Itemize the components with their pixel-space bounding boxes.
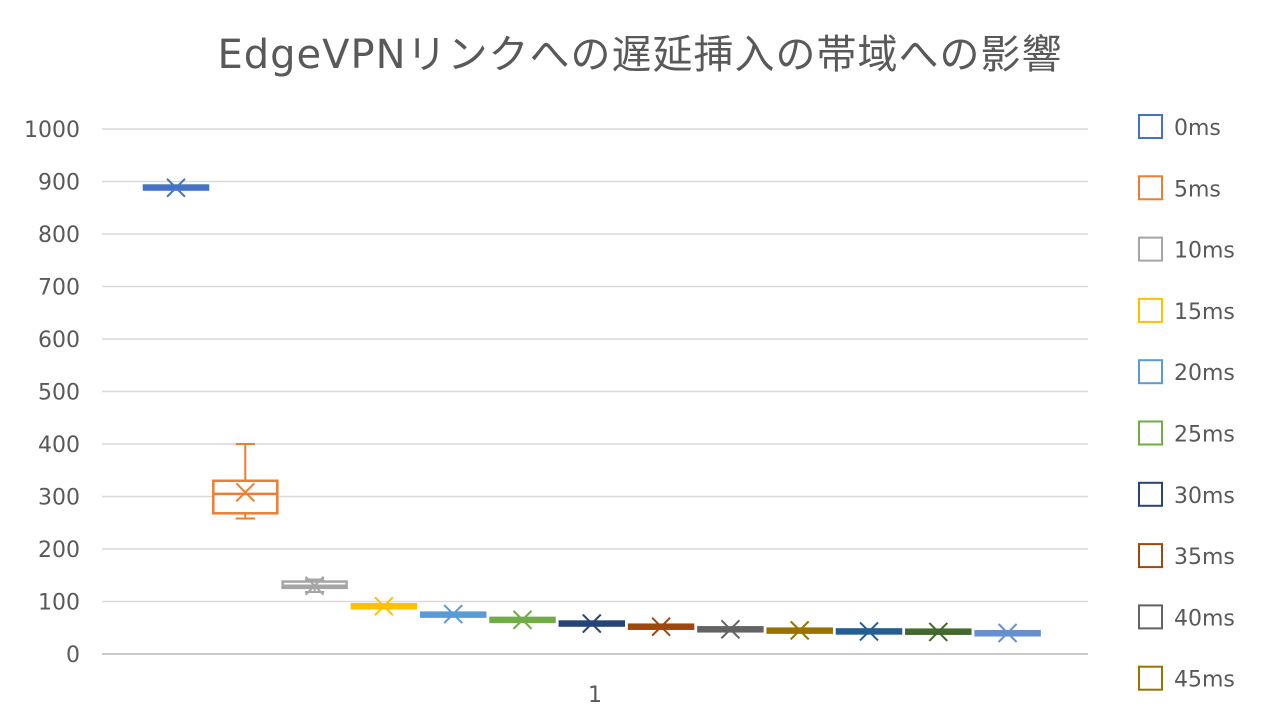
legend-swatch bbox=[1138, 420, 1163, 446]
y-tick-label: 500 bbox=[38, 381, 80, 406]
mean-marker bbox=[651, 616, 671, 637]
legend-swatch bbox=[1138, 665, 1163, 691]
legend-swatch bbox=[1138, 604, 1163, 630]
legend-swatch bbox=[1138, 359, 1163, 385]
mean-marker bbox=[235, 482, 256, 503]
legend-label: 5ms bbox=[1174, 177, 1221, 202]
legend-label: 40ms bbox=[1174, 606, 1235, 631]
y-tick-label: 700 bbox=[38, 276, 80, 301]
legend-swatch bbox=[1138, 543, 1163, 569]
y-tick-label: 600 bbox=[38, 328, 80, 353]
legend-swatch bbox=[1138, 114, 1163, 139]
legend-label: 35ms bbox=[1174, 545, 1235, 570]
y-tick-label: 0 bbox=[66, 643, 80, 668]
mean-marker bbox=[928, 622, 949, 642]
y-tick-label: 300 bbox=[38, 486, 80, 511]
y-tick-label: 900 bbox=[38, 171, 80, 196]
legend-swatch bbox=[1138, 175, 1163, 201]
mean-marker bbox=[443, 604, 463, 624]
legend-label: 15ms bbox=[1174, 300, 1235, 325]
legend-label: 10ms bbox=[1174, 239, 1235, 264]
y-tick-label: 1000 bbox=[24, 118, 80, 143]
mean-marker bbox=[997, 623, 1018, 643]
mean-marker bbox=[512, 610, 533, 630]
box bbox=[212, 479, 279, 515]
y-tick-label: 200 bbox=[38, 538, 80, 563]
mean-marker bbox=[374, 596, 394, 616]
chart-title: EdgeVPNリンクへの遅延挿入の帯域への影響 bbox=[217, 32, 1063, 78]
mean-marker bbox=[582, 613, 602, 634]
legend-swatch bbox=[1138, 481, 1163, 507]
mean-marker bbox=[304, 576, 325, 596]
mean-marker bbox=[789, 620, 810, 641]
legend-label: 30ms bbox=[1174, 484, 1235, 509]
legend-swatch bbox=[1138, 236, 1163, 262]
mean-marker bbox=[720, 619, 741, 640]
legend-swatch bbox=[1138, 297, 1163, 323]
y-tick-label: 100 bbox=[38, 591, 80, 616]
x-tick-label: 1 bbox=[588, 683, 602, 708]
legend-label: 0ms bbox=[1174, 116, 1221, 141]
mean-marker bbox=[859, 621, 879, 642]
y-tick-label: 800 bbox=[38, 223, 80, 248]
legend-label: 25ms bbox=[1174, 423, 1235, 448]
legend-label: 45ms bbox=[1174, 668, 1235, 693]
legend-label: 20ms bbox=[1174, 361, 1235, 386]
y-tick-label: 400 bbox=[38, 433, 80, 458]
mean-marker bbox=[166, 178, 186, 198]
